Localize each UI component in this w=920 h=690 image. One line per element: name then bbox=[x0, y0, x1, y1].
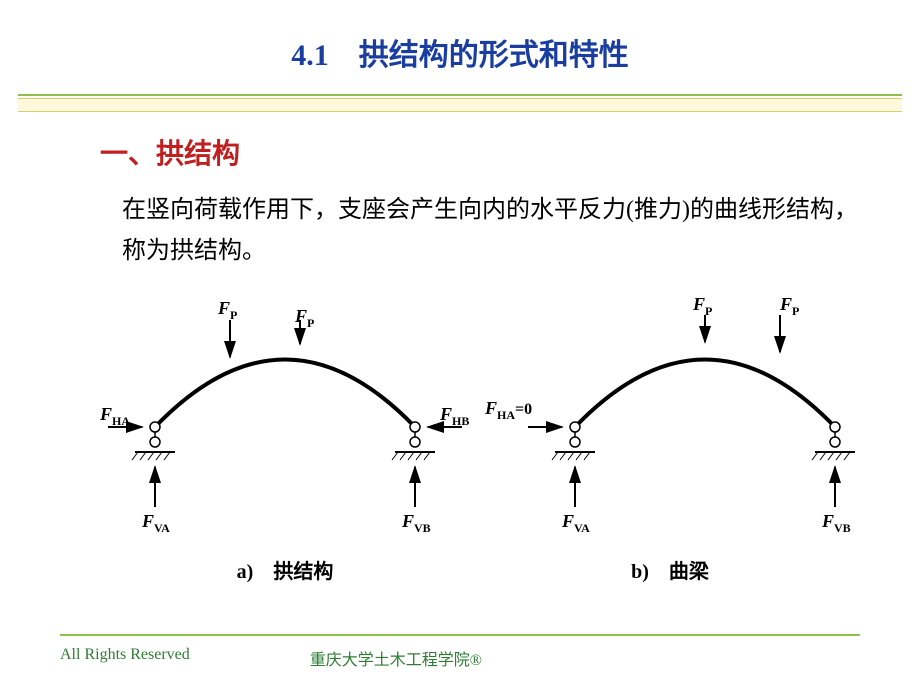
footer: All Rights Reserved 重庆大学土木工程学院® bbox=[0, 634, 920, 670]
content-area: 一、拱结构 在竖向荷载作用下，支座会产生向内的水平反力(推力)的曲线形结构，称为… bbox=[0, 112, 920, 584]
hinge-b-top bbox=[410, 422, 420, 432]
arch-diagram-a: FP FP FHA FHB FVA FVB bbox=[100, 292, 470, 542]
fvab-label: FVA bbox=[561, 511, 590, 535]
hinge-br bbox=[830, 422, 840, 432]
page-title: 4.1 拱结构的形式和特性 bbox=[0, 0, 920, 94]
para-text: 在竖向荷载作用下，支座会产生向内的水平反力(推力)的曲线形结构，称为拱结构。 bbox=[122, 197, 858, 264]
arch-diagram-b: FP FP FHA=0 FVA FVB bbox=[480, 292, 860, 542]
fvbb-label: FVB bbox=[821, 511, 851, 535]
fhb-label: FHB bbox=[439, 404, 469, 428]
rule-top-green bbox=[18, 94, 902, 96]
footer-left: All Rights Reserved bbox=[60, 646, 190, 670]
hatch-b-left bbox=[552, 452, 590, 460]
fp1b-label: FP bbox=[692, 294, 712, 318]
arch-curve bbox=[155, 359, 415, 427]
hatch-a-right bbox=[392, 452, 430, 460]
fha0-label: FHA=0 bbox=[484, 398, 532, 422]
title-text: 4.1 拱结构的形式和特性 bbox=[291, 39, 629, 72]
hinge-a-bot bbox=[150, 437, 160, 447]
hinge-a-top bbox=[150, 422, 160, 432]
fva-label: FVA bbox=[141, 511, 170, 535]
diagram-b: FP FP FHA=0 FVA FVB b) 曲梁 bbox=[480, 292, 860, 584]
hinge-bl-top bbox=[570, 422, 580, 432]
roller-br bbox=[830, 437, 840, 447]
section-heading: 一、拱结构 bbox=[100, 132, 860, 172]
diagram-a: FP FP FHA FHB FVA FVB a) 拱结构 bbox=[100, 292, 470, 584]
hinge-b-bot bbox=[410, 437, 420, 447]
fha-label: FHA bbox=[100, 404, 130, 428]
fvb-label: FVB bbox=[401, 511, 431, 535]
hinge-bl-bot bbox=[570, 437, 580, 447]
paragraph: 在竖向荷载作用下，支座会产生向内的水平反力(推力)的曲线形结构，称为拱结构。 bbox=[122, 190, 860, 272]
diagram-row: FP FP FHA FHB FVA FVB a) 拱结构 bbox=[100, 292, 860, 584]
hatch-b-right bbox=[812, 452, 850, 460]
subhead-text: 一、拱结构 bbox=[100, 139, 240, 170]
caption-b: b) 曲梁 bbox=[480, 555, 860, 584]
caption-a: a) 拱结构 bbox=[100, 555, 470, 584]
rule-top-yellow bbox=[18, 98, 902, 112]
fp2b-label: FP bbox=[779, 294, 799, 318]
arch-curve-b bbox=[575, 359, 835, 427]
hatch-a-left bbox=[132, 452, 170, 460]
footer-rule bbox=[60, 634, 860, 636]
footer-row: All Rights Reserved 重庆大学土木工程学院® bbox=[60, 640, 860, 670]
footer-right: 重庆大学土木工程学院® bbox=[310, 646, 482, 670]
fp1-label: FP bbox=[217, 298, 237, 322]
fp2-label: FP bbox=[294, 306, 314, 330]
